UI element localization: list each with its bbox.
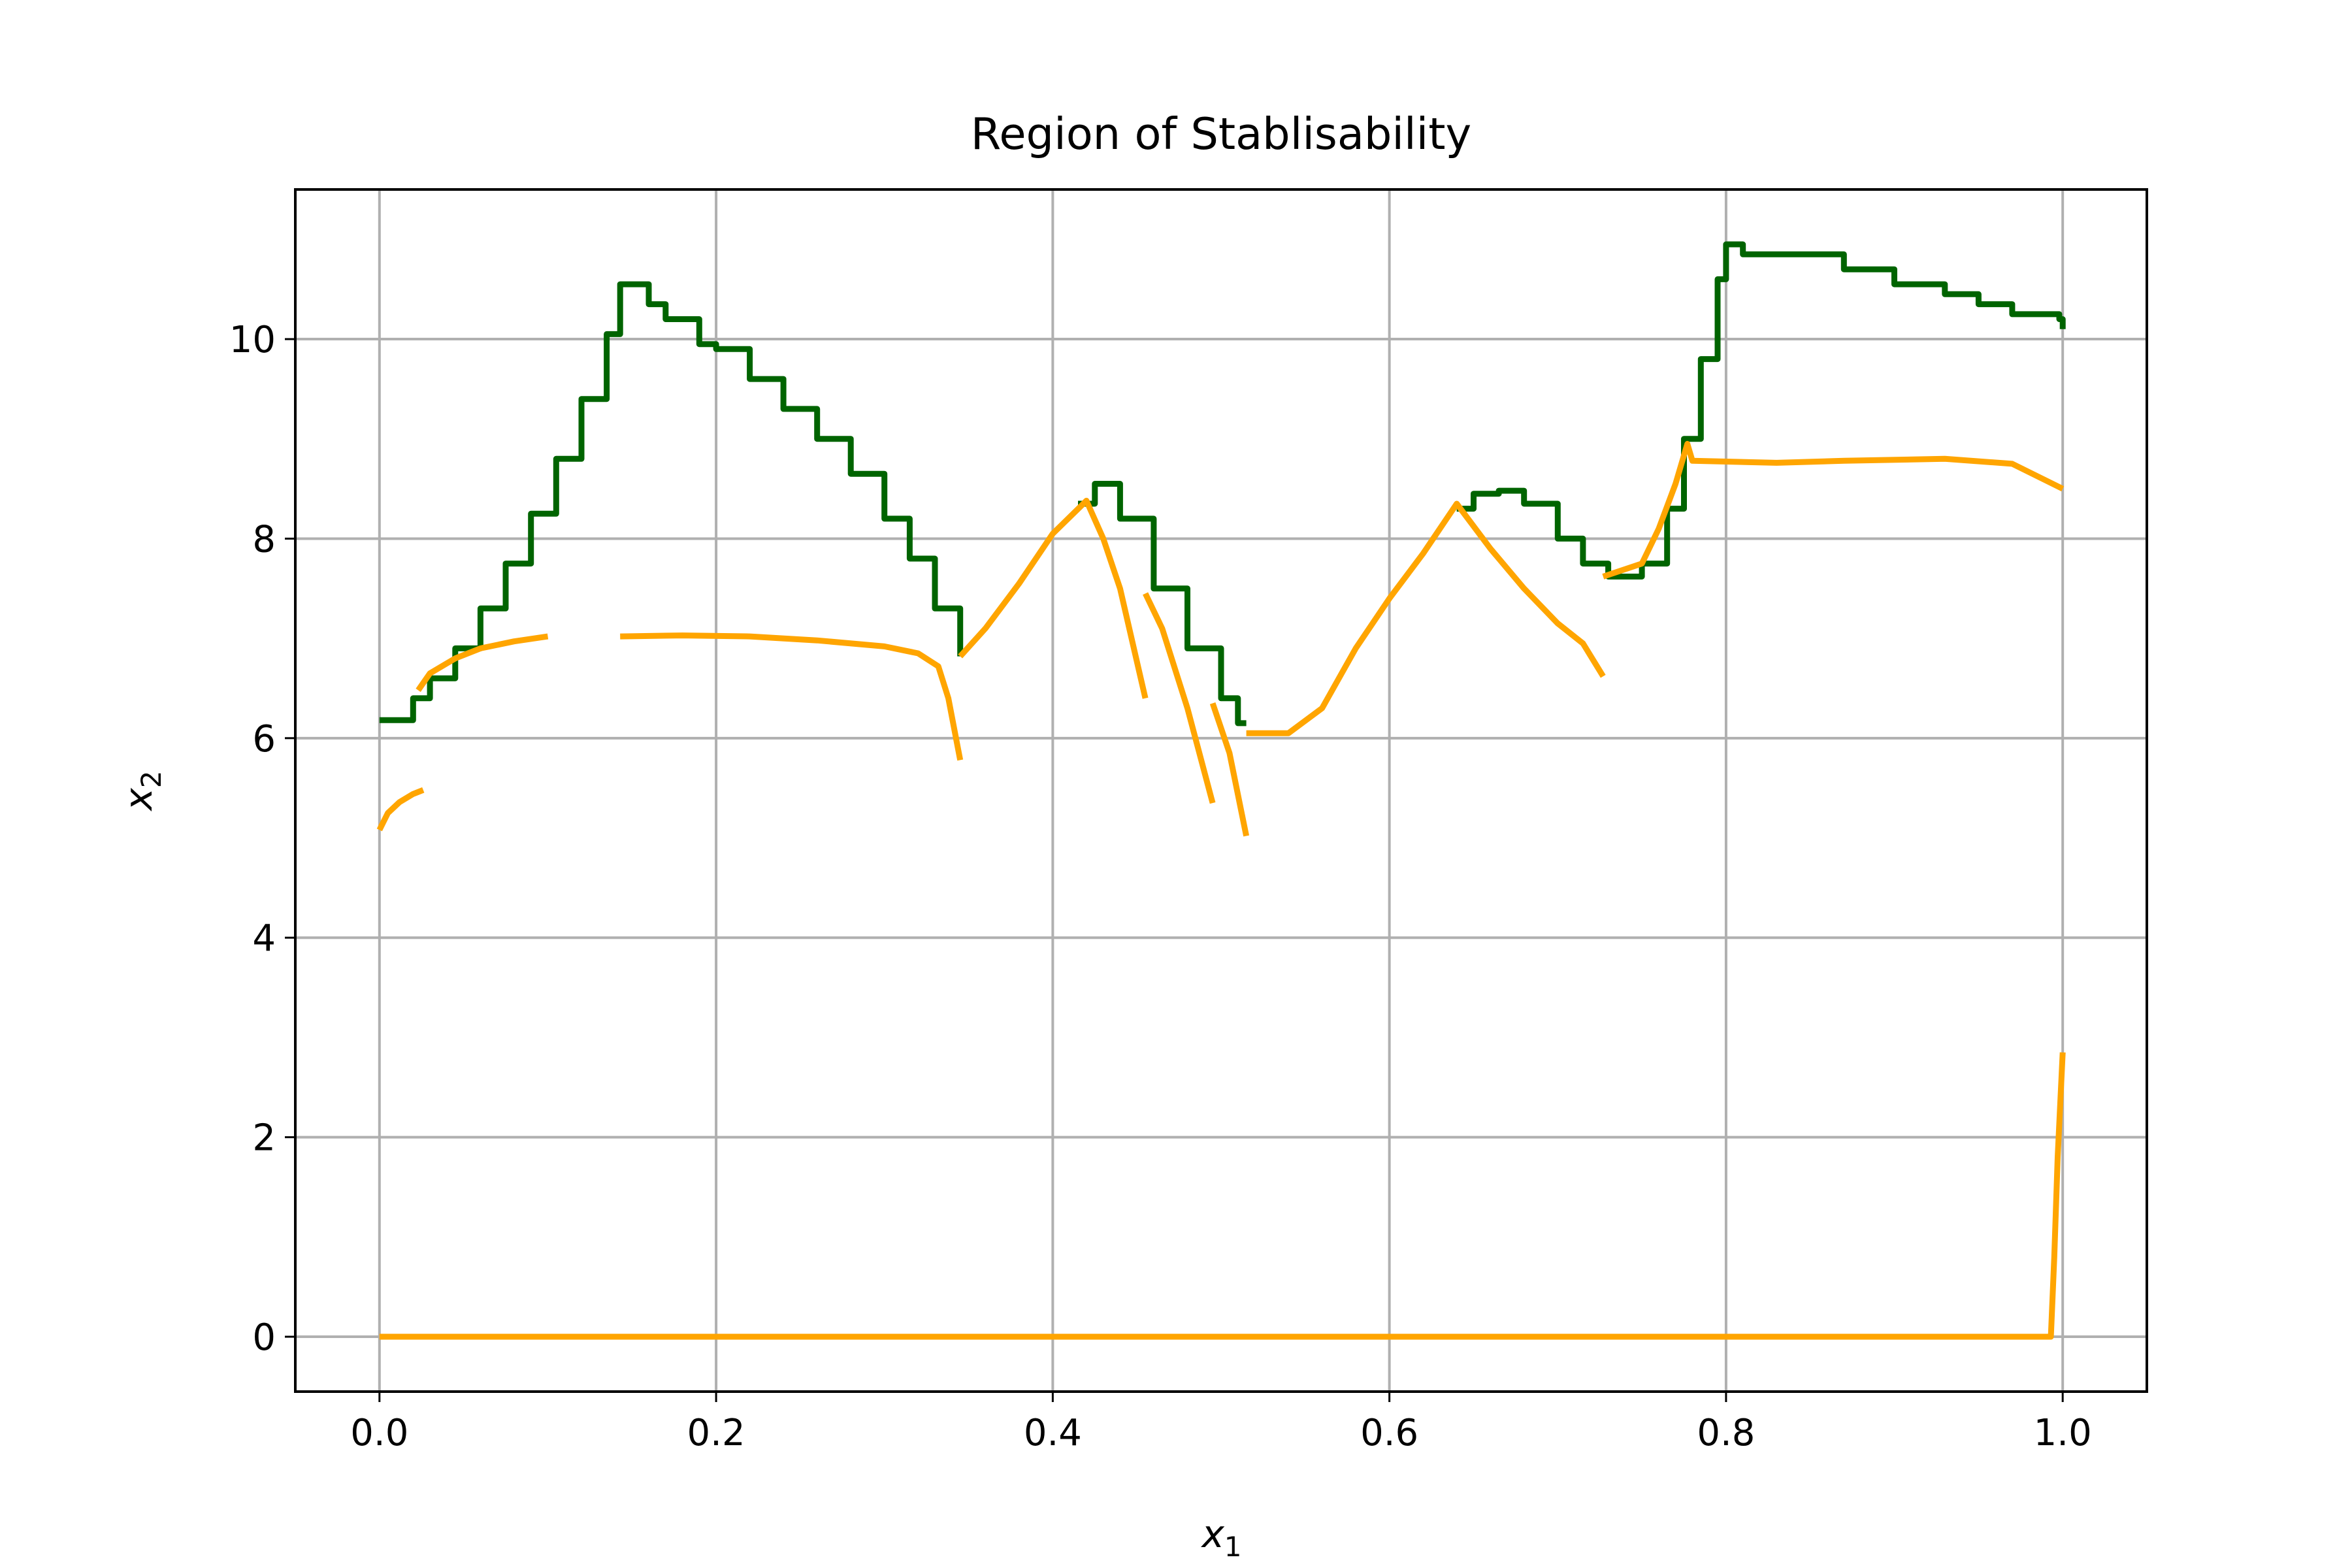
chart-title: Region of Stablisability (971, 108, 1471, 159)
x-tick-label: 0.8 (1697, 1412, 1755, 1454)
y-tick-label: 4 (252, 917, 276, 960)
orange-series-line (416, 633, 549, 693)
x-tick-label: 0.0 (350, 1412, 408, 1454)
x-tick-label: 0.6 (1360, 1412, 1418, 1454)
x-tick-label: 1.0 (2034, 1412, 2092, 1454)
y-tick-label: 6 (252, 718, 276, 760)
y-tick-label: 10 (229, 319, 276, 361)
green-series-line (1078, 481, 1247, 727)
y-tick-label: 8 (252, 518, 276, 561)
x-tick-label: 0.2 (687, 1412, 745, 1454)
orange-series-line (1143, 592, 1216, 804)
green-series-line (1456, 241, 2066, 580)
orange-series-line (1246, 500, 1606, 736)
x-tick-label: 0.4 (1024, 1412, 1082, 1454)
orange-series-line (376, 787, 425, 832)
tick-layer: 0.0 0.2 0.4 0.6 0.8 1.0 0 2 4 6 8 10 (229, 319, 2092, 1454)
orange-series-line (1209, 702, 1250, 837)
y-axis-label: x2 (116, 770, 167, 811)
y-tick-label: 2 (252, 1117, 276, 1160)
orange-series-line (958, 497, 1149, 699)
y-tick-label: 0 (252, 1316, 276, 1359)
orange-series-line (620, 632, 964, 761)
orange-series-line (379, 1052, 2066, 1340)
series-layer (376, 241, 2066, 1340)
grid-layer (295, 189, 2147, 1392)
green-series-line (379, 281, 964, 723)
x-axis-label: x1 (1200, 1512, 1241, 1563)
x-axis-label-subscript: 1 (1224, 1531, 1242, 1563)
plot-frame (294, 188, 2148, 1393)
y-axis-label-subscript: 2 (135, 770, 167, 788)
orange-series-line (1602, 440, 2065, 580)
